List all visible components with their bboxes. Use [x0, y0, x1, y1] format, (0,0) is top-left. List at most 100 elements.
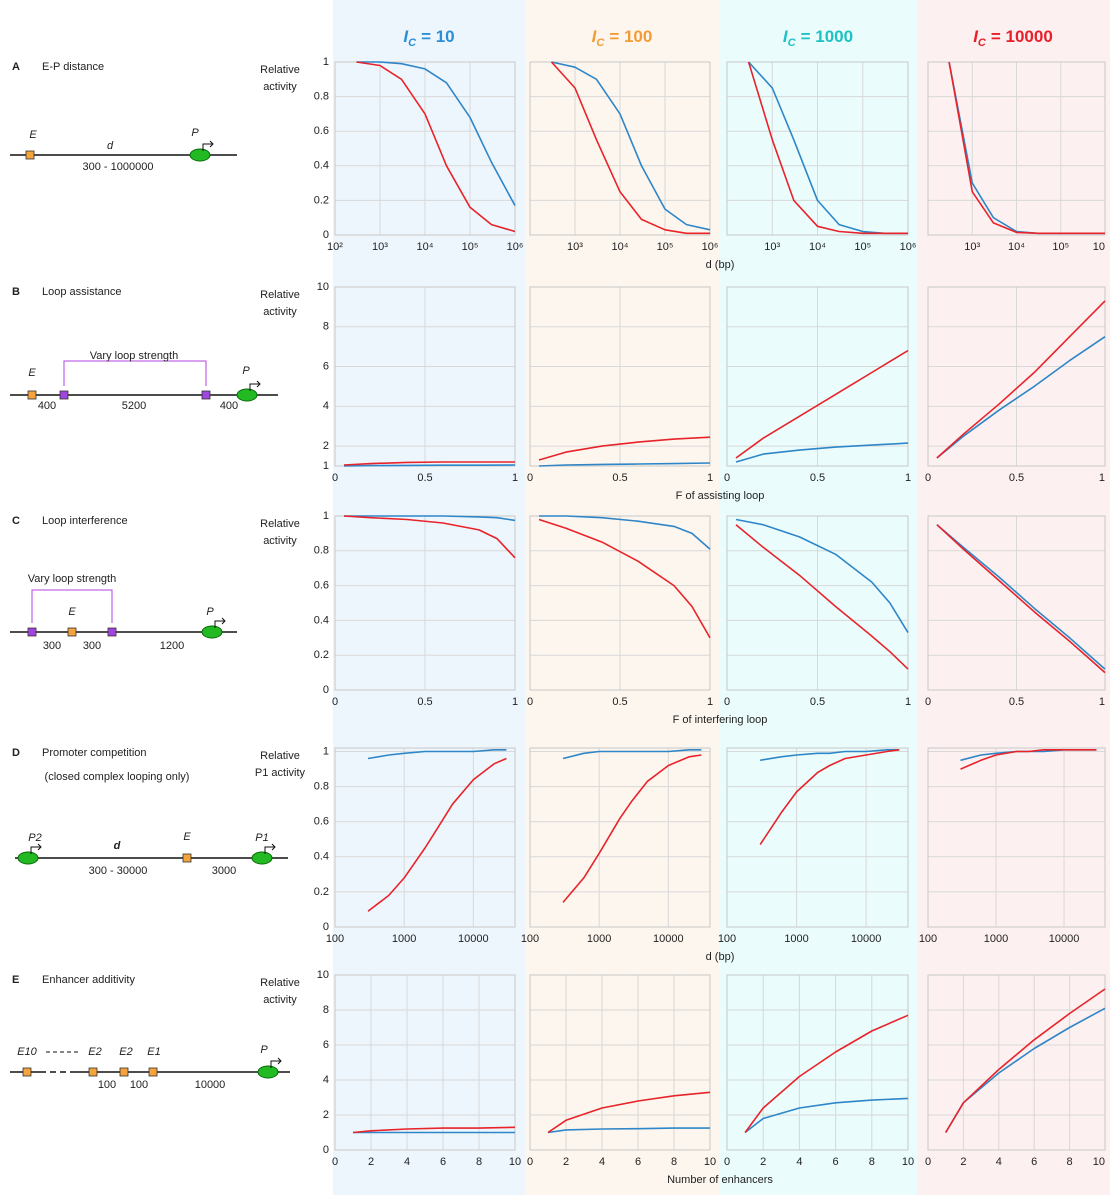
x-tick-label: 0.5 — [417, 472, 432, 484]
x-tick-label: 10⁶ — [900, 241, 917, 253]
diagram-label: 1200 — [160, 640, 184, 652]
y-tick-label: 10 — [317, 281, 329, 293]
x-tick-label: 10³ — [372, 241, 388, 253]
x-tick-label: 0 — [332, 1156, 338, 1168]
y-tick-label: 1 — [323, 745, 329, 757]
diagram-label: Vary loop strength — [28, 573, 116, 585]
x-tick-label: 6 — [1031, 1156, 1037, 1168]
row-title: Loop interference — [42, 515, 128, 527]
diagram-label: P — [191, 127, 199, 139]
diagram-label: P — [206, 606, 214, 618]
element-box — [68, 628, 76, 636]
x-axis-label: F of interfering loop — [673, 714, 768, 726]
promoter — [258, 1066, 278, 1078]
x-tick-label: 10⁵ — [1052, 241, 1069, 253]
column-background — [917, 0, 1110, 1195]
x-tick-label: 0 — [724, 696, 730, 708]
element-box — [28, 628, 36, 636]
column-background — [525, 0, 720, 1195]
y-axis-label: P1 activity — [255, 767, 306, 779]
element-box — [23, 1068, 31, 1076]
element-box — [26, 151, 34, 159]
figure: IC= 10IC= 100IC= 1000IC= 10000AE-P dista… — [0, 0, 1110, 1195]
x-tick-label: 0.5 — [1009, 696, 1024, 708]
promoter — [237, 389, 257, 401]
y-tick-label: 0 — [323, 921, 329, 933]
x-tick-label: 0 — [925, 1156, 931, 1168]
x-tick-label: 100 — [919, 933, 937, 945]
diagram-label: 400 — [220, 400, 238, 412]
x-tick-label: 4 — [996, 1156, 1002, 1168]
promoter — [190, 149, 210, 161]
x-tick-label: 0.5 — [810, 696, 825, 708]
x-tick-label: 10⁴ — [417, 241, 434, 253]
x-tick-label: 10⁵ — [657, 241, 674, 253]
element-box — [89, 1068, 97, 1076]
y-tick-label: 8 — [323, 1004, 329, 1016]
x-tick-label: 0 — [925, 472, 931, 484]
diagram-label: E2 — [88, 1046, 101, 1058]
row-title: Loop assistance — [42, 286, 122, 298]
y-tick-label: 0.6 — [314, 816, 329, 828]
diagram-label: P — [260, 1044, 268, 1056]
x-tick-label: 1 — [707, 472, 713, 484]
x-tick-label: 0 — [527, 1156, 533, 1168]
x-tick-label: 1 — [512, 472, 518, 484]
x-tick-label: 4 — [796, 1156, 802, 1168]
diagram-label: P — [242, 365, 250, 377]
diagram-label: 100 — [130, 1079, 148, 1091]
x-tick-label: 1000 — [392, 933, 416, 945]
y-axis-label: Relative — [260, 750, 300, 762]
y-tick-label: 1 — [323, 460, 329, 472]
row-letter: E — [12, 974, 19, 986]
y-tick-label: 0.2 — [314, 649, 329, 661]
x-tick-label: 4 — [599, 1156, 605, 1168]
x-tick-label: 10⁵ — [854, 241, 871, 253]
diagram-label: E2 — [119, 1046, 132, 1058]
header-subscript: C — [596, 37, 605, 49]
y-tick-label: 10 — [317, 969, 329, 981]
x-tick-label: 2 — [563, 1156, 569, 1168]
y-tick-label: 6 — [323, 1039, 329, 1051]
y-tick-label: 0.4 — [314, 160, 329, 172]
x-tick-label: 0 — [925, 696, 931, 708]
x-tick-label: 0 — [724, 472, 730, 484]
y-tick-label: 0 — [323, 684, 329, 696]
y-axis-label: Relative — [260, 977, 300, 989]
row-letter: C — [12, 515, 20, 527]
x-tick-label: 1 — [905, 472, 911, 484]
y-tick-label: 2 — [323, 1109, 329, 1121]
x-tick-label: 2 — [368, 1156, 374, 1168]
y-tick-label: 0 — [323, 1144, 329, 1156]
diagram-label: 100 — [98, 1079, 116, 1091]
row-letter: A — [12, 61, 20, 73]
y-tick-label: 6 — [323, 360, 329, 372]
x-axis-label: d (bp) — [706, 951, 735, 963]
x-tick-label: 1 — [1099, 472, 1105, 484]
y-tick-label: 2 — [323, 440, 329, 452]
diagram-label: 300 — [43, 640, 61, 652]
x-tick-label: 0 — [332, 472, 338, 484]
x-axis-label: Number of enhancers — [667, 1174, 773, 1186]
x-tick-label: 100 — [521, 933, 539, 945]
y-tick-label: 0.2 — [314, 886, 329, 898]
element-box — [120, 1068, 128, 1076]
x-tick-label: 0.5 — [612, 472, 627, 484]
x-tick-label: 1000 — [984, 933, 1008, 945]
x-tick-label: 0 — [724, 1156, 730, 1168]
x-tick-label: 10⁶ — [702, 241, 719, 253]
diagram-label: d — [114, 840, 121, 852]
x-axis-label: F of assisting loop — [676, 490, 765, 502]
y-tick-label: 0.6 — [314, 125, 329, 137]
element-box — [149, 1068, 157, 1076]
diagram-label: 3000 — [212, 865, 236, 877]
x-tick-label: 10⁴ — [612, 241, 629, 253]
y-tick-label: 0.8 — [314, 91, 329, 103]
x-tick-label: 10 — [1093, 241, 1105, 253]
diagram-label: E — [68, 606, 76, 618]
x-tick-label: 10 — [1093, 1156, 1105, 1168]
y-axis-label: activity — [263, 81, 297, 93]
diagram-label: E1 — [147, 1046, 160, 1058]
x-tick-label: 0.5 — [1009, 472, 1024, 484]
loop-bracket — [64, 361, 206, 386]
